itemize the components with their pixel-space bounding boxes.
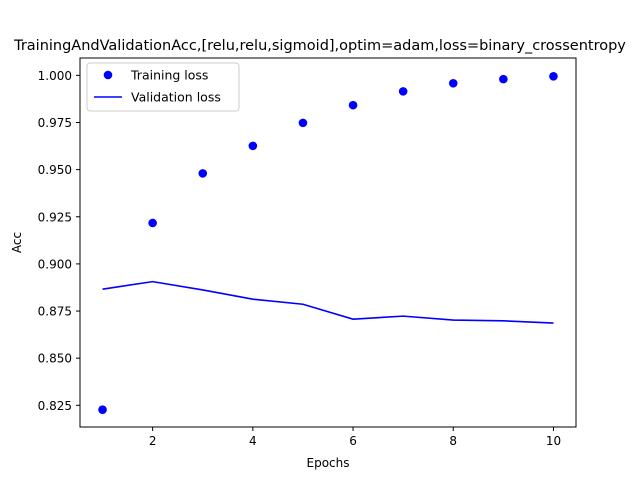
x-tick-label: 2 — [149, 434, 157, 448]
x-tick-label: 8 — [449, 434, 457, 448]
x-tick-label: 10 — [546, 434, 561, 448]
y-tick-label: 0.975 — [38, 116, 72, 130]
training-loss-point — [448, 78, 458, 88]
legend-box — [86, 62, 240, 112]
plot-frame — [79, 57, 577, 428]
chart-title: TrainingAndValidationAcc,[relu,relu,sigm… — [13, 38, 626, 54]
training-loss-point — [148, 218, 157, 228]
legend: Training loss Validation loss — [86, 62, 240, 112]
x-tick-label: 4 — [249, 434, 257, 448]
training-loss-point — [398, 87, 408, 96]
training-loss-point — [248, 141, 258, 151]
x-tick-label: 6 — [349, 434, 357, 448]
training-loss-point — [348, 100, 358, 110]
y-tick-label: 0.825 — [38, 399, 72, 413]
x-axis: 2 4 6 8 10 — [149, 427, 561, 448]
y-tick-label: 0.950 — [38, 163, 72, 177]
training-loss-point — [198, 169, 208, 178]
y-axis: 0.825 0.850 0.875 0.900 0.925 0.950 0.975 1.000 — [38, 69, 80, 413]
y-tick-label: 0.925 — [38, 210, 72, 224]
y-axis-label: Acc — [10, 232, 24, 253]
y-tick-label: 0.900 — [38, 257, 72, 271]
y-tick-label: 0.850 — [38, 352, 72, 366]
legend-label: Training loss — [130, 68, 208, 83]
y-tick-label: 0.875 — [38, 305, 72, 319]
y-tick-label: 1.000 — [38, 69, 72, 83]
legend-marker-swatch — [103, 70, 113, 80]
x-axis-label: Epochs — [307, 456, 350, 470]
training-loss-point — [549, 71, 558, 81]
training-loss-point — [298, 118, 308, 128]
training-loss-point — [98, 405, 107, 414]
validation-loss-line — [102, 280, 554, 324]
training-loss-point — [499, 74, 508, 84]
plot-area — [98, 71, 558, 414]
legend-label: Validation loss — [131, 90, 221, 105]
